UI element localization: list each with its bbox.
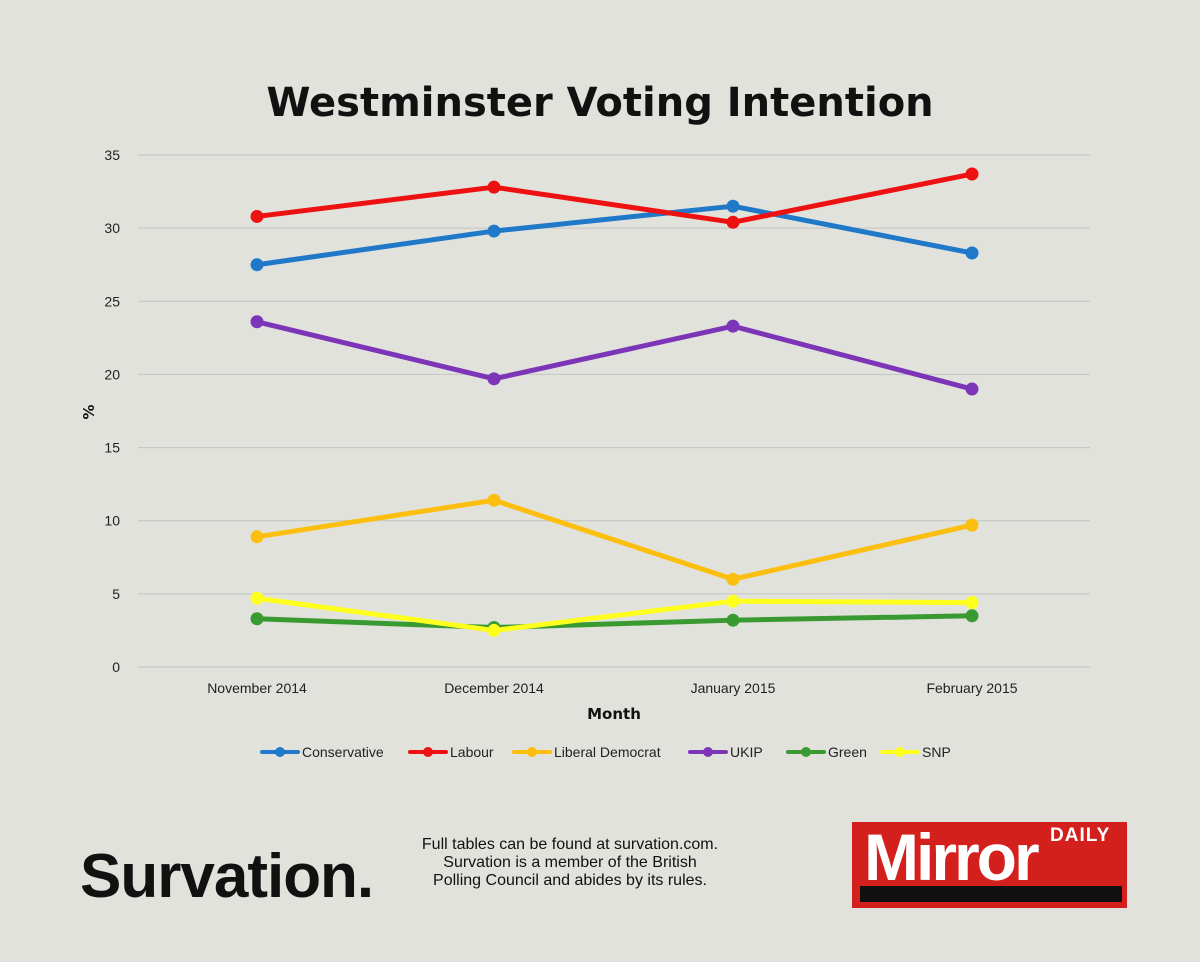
legend-marker-snp <box>895 747 905 757</box>
series-line-green <box>254 613 975 631</box>
daily-mirror-logo: Mirror DAILY <box>852 822 1127 908</box>
data-point-snp <box>965 596 979 610</box>
logo-mirror-text: Mirror <box>864 822 1040 894</box>
legend: Conservative Labour Liberal Democrat UKIP Gr… <box>260 744 951 760</box>
chart-title: Westminster Voting Intention <box>266 80 933 126</box>
y-tick-15: 15 <box>104 440 120 456</box>
data-point-green <box>965 609 979 623</box>
y-tick-25: 25 <box>104 293 120 309</box>
data-point-ukip <box>250 315 264 329</box>
y-tick-5: 5 <box>112 586 120 602</box>
x-tick-labels: November 2014 December 2014 January 2015 Fe… <box>207 680 1018 696</box>
legend-item-green: Green <box>786 744 867 760</box>
data-point-liberal-democrat <box>487 493 501 507</box>
data-point-green <box>726 613 740 627</box>
legend-item-conservative: Conservative <box>260 744 384 760</box>
legend-item-liberal-democrat: Liberal Democrat <box>512 744 661 760</box>
legend-item-labour: Labour <box>408 744 494 760</box>
y-tick-35: 35 <box>104 147 120 163</box>
grid-layer <box>138 154 1090 668</box>
data-point-green <box>250 612 264 626</box>
legend-label: Liberal Democrat <box>554 744 661 760</box>
data-point-ukip <box>965 382 979 396</box>
y-tick-20: 20 <box>104 366 120 382</box>
data-point-labour <box>726 215 740 229</box>
y-tick-labels: 0 5 10 15 20 25 30 35 <box>104 147 120 675</box>
legend-item-ukip: UKIP <box>688 744 763 760</box>
y-axis-title: % <box>80 404 98 419</box>
legend-label: Green <box>828 744 867 760</box>
data-point-liberal-democrat <box>250 530 264 544</box>
series-liberal-democrat <box>250 493 979 586</box>
data-point-conservative <box>726 199 740 213</box>
series-ukip <box>250 315 979 396</box>
legend-marker-ukip <box>703 747 713 757</box>
data-point-liberal-democrat <box>726 572 740 586</box>
footnote-line: Survation is a member of the British <box>443 854 697 871</box>
data-point-liberal-democrat <box>965 518 979 532</box>
y-tick-0: 0 <box>112 659 120 675</box>
legend-item-snp: SNP <box>880 744 951 760</box>
data-point-labour <box>487 180 501 194</box>
y-tick-10: 10 <box>104 513 120 529</box>
data-point-snp <box>726 594 740 608</box>
x-tick-label: December 2014 <box>444 680 544 696</box>
data-point-conservative <box>965 246 979 260</box>
data-point-labour <box>250 209 264 223</box>
survation-wordmark: Survation. <box>80 842 374 911</box>
data-point-snp <box>250 591 264 605</box>
data-point-ukip <box>487 372 501 386</box>
footnote-line: Polling Council and abides by its rules. <box>433 872 707 889</box>
data-point-labour <box>965 167 979 181</box>
legend-marker-green <box>801 747 811 757</box>
series-snp <box>250 591 979 637</box>
data-point-conservative <box>487 224 501 238</box>
series-line-liberal-democrat <box>254 497 975 582</box>
x-axis-title: Month <box>587 705 641 723</box>
footnote-line: Full tables can be found at survation.co… <box>421 836 719 853</box>
y-tick-30: 30 <box>104 220 120 236</box>
logo-daily-text: DAILY <box>1050 825 1111 846</box>
data-point-conservative <box>250 258 264 272</box>
series-conservative <box>250 199 979 272</box>
series-green <box>250 609 979 635</box>
data-point-snp <box>487 623 501 637</box>
legend-label: Labour <box>450 744 494 760</box>
data-point-ukip <box>726 319 740 333</box>
x-tick-label: February 2015 <box>926 680 1017 696</box>
logo-underline-bar <box>860 886 1122 902</box>
legend-marker-labour <box>423 747 433 757</box>
legend-marker-conservative <box>275 747 285 757</box>
x-tick-label: November 2014 <box>207 680 307 696</box>
legend-marker-liberal-democrat <box>527 747 537 757</box>
series-line-labour <box>254 171 975 225</box>
series-labour <box>250 167 979 229</box>
series-layer <box>250 167 979 637</box>
series-line-snp <box>254 595 975 633</box>
legend-label: Conservative <box>302 744 384 760</box>
series-line-ukip <box>254 319 975 392</box>
legend-label: UKIP <box>730 744 763 760</box>
series-line-conservative <box>254 203 975 268</box>
footnote: Full tables can be found at survation.co… <box>400 836 740 890</box>
x-tick-label: January 2015 <box>691 680 776 696</box>
legend-label: SNP <box>922 744 951 760</box>
voting-intention-chart: Westminster Voting Intention 0 5 10 15 20 25 3… <box>80 80 1090 760</box>
